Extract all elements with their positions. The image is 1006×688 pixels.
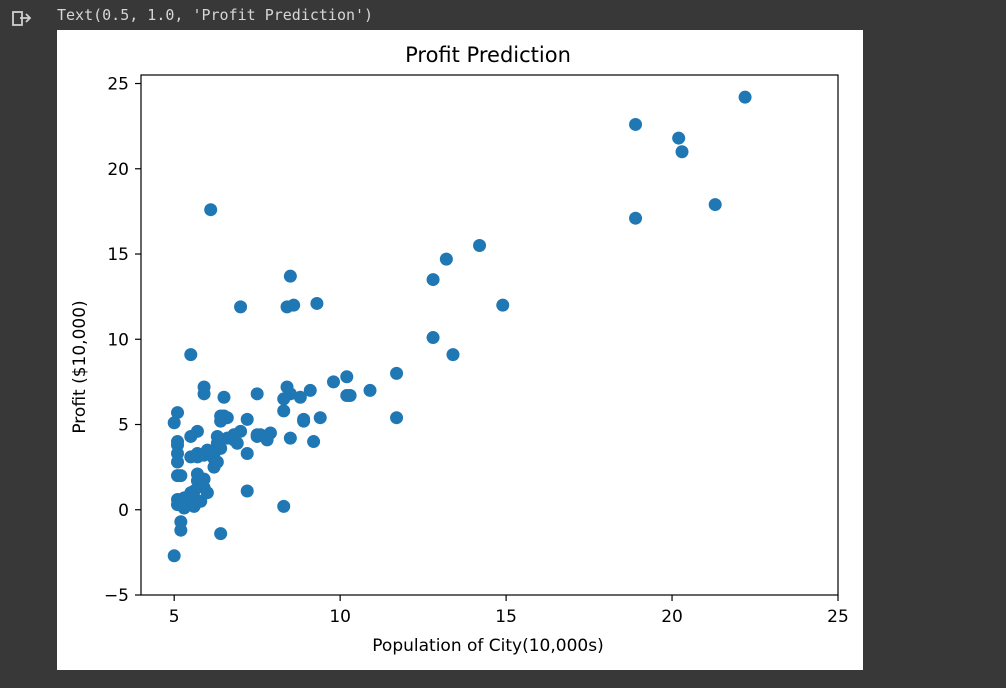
plot-area-frame <box>140 74 839 596</box>
data-points <box>167 90 752 563</box>
data-point <box>310 296 324 310</box>
data-point <box>277 499 291 513</box>
data-point <box>340 389 354 403</box>
x-tick-label: 20 <box>661 607 683 627</box>
x-axis-ticks: 5 10 15 20 25 <box>169 595 849 627</box>
data-point <box>277 404 291 418</box>
cell-output-text: Text(0.5, 1.0, 'Profit Prediction') <box>57 6 374 24</box>
data-point <box>283 431 297 445</box>
data-point <box>217 409 231 423</box>
data-point <box>672 131 686 145</box>
data-point <box>260 433 274 447</box>
data-point <box>629 211 643 225</box>
data-point <box>171 455 185 469</box>
y-tick-label: 25 <box>107 75 129 95</box>
data-point <box>340 370 354 384</box>
x-tick-label: 15 <box>495 607 517 627</box>
y-tick-label: 5 <box>118 416 129 436</box>
x-tick-label: 10 <box>329 607 351 627</box>
y-tick-label: 0 <box>118 501 129 521</box>
x-axis-label: Population of City(10,000s) <box>372 636 603 656</box>
x-tick-label: 5 <box>169 607 180 627</box>
data-point <box>297 412 311 426</box>
output-arrow-icon[interactable] <box>10 8 34 30</box>
data-point <box>496 298 510 312</box>
data-point <box>293 390 307 404</box>
y-tick-label: 15 <box>107 245 129 265</box>
data-point <box>287 298 301 312</box>
chart-title: Profit Prediction <box>405 43 571 67</box>
data-point <box>184 348 198 362</box>
data-point <box>187 484 201 498</box>
data-point <box>390 411 404 425</box>
data-point <box>190 424 204 438</box>
data-point <box>277 392 291 406</box>
data-point <box>708 198 722 212</box>
data-point <box>426 331 440 345</box>
x-tick-label: 25 <box>827 607 849 627</box>
data-point <box>283 269 297 283</box>
data-point <box>390 366 404 380</box>
data-point <box>227 433 241 447</box>
y-tick-label: 10 <box>107 330 129 350</box>
data-point <box>240 484 254 498</box>
data-point <box>197 380 211 394</box>
data-point <box>240 446 254 460</box>
chart-figure: Profit Prediction 5 10 15 20 25 −5 0 5 10 15 20 25… <box>57 30 863 670</box>
y-axis-label: Profit ($10,000) <box>70 300 90 433</box>
y-tick-label: 20 <box>107 160 129 180</box>
data-point <box>184 450 198 464</box>
y-tick-label: −5 <box>104 586 129 606</box>
y-axis-ticks: −5 0 5 10 15 20 25 <box>104 75 141 606</box>
scatter-chart: Profit Prediction 5 10 15 20 25 −5 0 5 10 15 20 25… <box>70 43 849 656</box>
data-point <box>214 527 228 541</box>
data-point <box>250 387 264 401</box>
data-point <box>171 406 185 420</box>
data-point <box>363 383 377 397</box>
data-point <box>426 273 440 287</box>
data-point <box>174 469 188 483</box>
data-point <box>167 416 181 430</box>
data-point <box>307 435 321 449</box>
data-point <box>313 411 327 425</box>
data-point <box>327 375 341 389</box>
data-point <box>629 117 643 131</box>
data-point <box>234 300 248 314</box>
data-point <box>171 498 185 512</box>
data-point <box>210 455 224 469</box>
data-point <box>200 486 214 500</box>
data-point <box>473 238 487 252</box>
data-point <box>303 383 317 397</box>
data-point <box>738 90 752 104</box>
data-point <box>204 203 218 217</box>
data-point <box>171 435 185 449</box>
data-point <box>675 145 689 159</box>
data-point <box>210 429 224 443</box>
data-point <box>439 252 453 266</box>
data-point <box>190 474 204 488</box>
data-point <box>446 348 460 362</box>
data-point <box>174 523 188 537</box>
data-point <box>240 412 254 426</box>
data-point <box>217 390 231 404</box>
data-point <box>167 549 181 563</box>
